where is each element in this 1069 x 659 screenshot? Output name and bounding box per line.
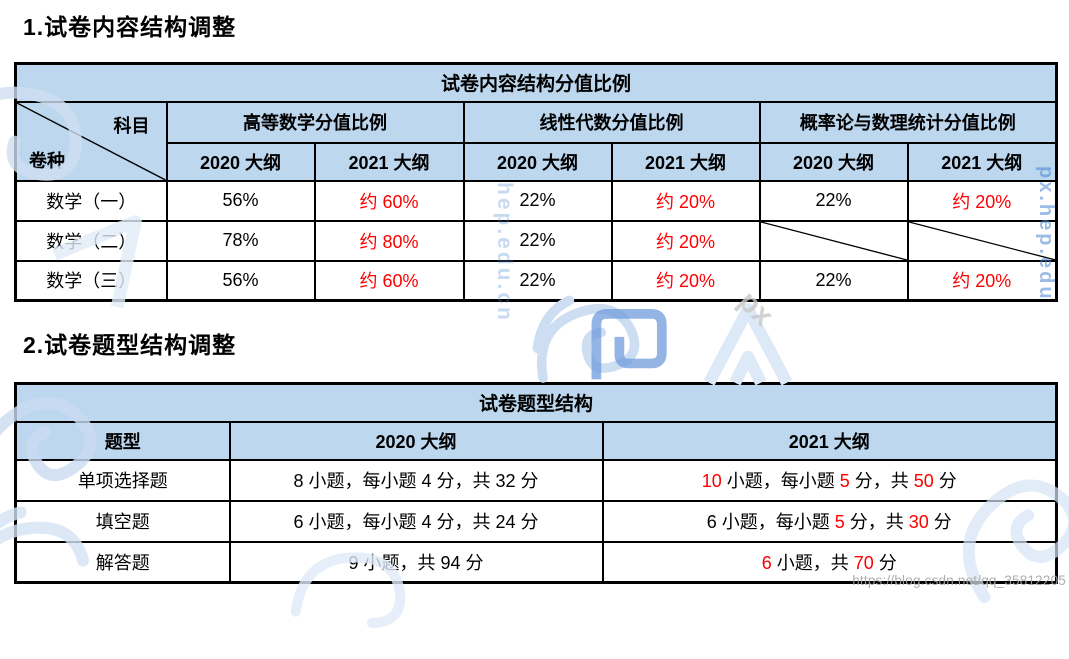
table-row: 数学（三） 56% 约 60% 22% 约 20% 22% 约 20% — [14, 259, 1058, 302]
value-cell: 22% — [758, 179, 909, 222]
header-2021: 2021 大纲 — [601, 420, 1058, 461]
row-label: 解答题 — [14, 540, 231, 584]
watermark-chevron-icon — [703, 303, 793, 386]
corner-label-subject: 科目 — [113, 115, 150, 136]
row-label: 数学（一） — [14, 179, 168, 222]
row-label: 填空题 — [14, 499, 231, 543]
text-segment: 分 — [873, 552, 897, 573]
value-cell-highlight: 约 20% — [906, 179, 1058, 222]
highlight-number: 70 — [853, 552, 874, 573]
not-applicable-cell — [906, 219, 1058, 262]
row-label: 数学（二） — [14, 219, 168, 262]
question-type-table: 试卷题型结构 题型 2020 大纲 2021 大纲 单项选择题 8 小题，每小题… — [14, 382, 1059, 584]
section2-heading: 2.试卷题型结构调整 — [23, 332, 237, 358]
content-structure-table: 试卷内容结构分值比例 科目 卷种 高等数学分值比例 线性代数分值比例 概率论与数… — [14, 62, 1059, 302]
text-segment: 分 — [933, 471, 957, 491]
value-cell: 56% — [165, 259, 316, 302]
value-cell-highlight: 约 20% — [610, 219, 761, 262]
highlight-number: 5 — [839, 471, 850, 491]
highlight-number: 50 — [913, 471, 934, 491]
value-cell: 22% — [462, 179, 613, 222]
group-header-linear-algebra: 线性代数分值比例 — [462, 100, 761, 144]
watermark-spiral-icon — [591, 309, 667, 380]
text-segment: 6 小题，每小题 — [706, 512, 835, 532]
corner-label-paper: 卷种 — [29, 150, 65, 171]
document-page: { "page": { "heading1": "1.试卷内容结构调整", "h… — [0, 14, 1069, 629]
row-label: 数学（三） — [14, 259, 168, 302]
subheader-2020: 2020 大纲 — [462, 141, 613, 182]
subheader-2021: 2021 大纲 — [906, 141, 1058, 182]
text-segment: 分，共 — [844, 512, 909, 532]
subheader-2021: 2021 大纲 — [610, 141, 761, 182]
value-cell-highlight: 约 20% — [906, 259, 1058, 302]
table-row: 数学（二） 78% 约 80% 22% 约 20% — [14, 219, 1058, 262]
table2-title: 试卷题型结构 — [14, 382, 1058, 423]
group-header-advanced-math: 高等数学分值比例 — [165, 100, 465, 144]
not-applicable-cell — [758, 219, 909, 262]
section1-heading: 1.试卷内容结构调整 — [23, 14, 237, 40]
value-cell-highlight: 约 60% — [313, 179, 465, 222]
table-row: 单项选择题 8 小题，每小题 4 分，共 32 分 10 小题，每小题 5 分，… — [14, 458, 1058, 502]
value-cell-highlight: 约 80% — [313, 219, 465, 262]
value-cell: 78% — [165, 219, 316, 262]
value-cell-mixed: 6 小题，每小题 5 分，共 30 分 — [601, 499, 1058, 543]
diagonal-line-icon — [761, 222, 907, 260]
value-cell-highlight: 约 60% — [313, 259, 465, 302]
table1-title: 试卷内容结构分值比例 — [14, 62, 1058, 103]
row-label: 单项选择题 — [14, 458, 231, 502]
value-cell: 6 小题，每小题 4 分，共 24 分 — [228, 499, 604, 543]
csdn-watermark-url: https://blog.csdn.net/qq_35812205 — [852, 573, 1066, 588]
diagonal-line-icon — [909, 222, 1056, 260]
table1-corner-cell: 科目 卷种 — [14, 100, 168, 182]
value-cell-mixed: 10 小题，每小题 5 分，共 50 分 — [601, 458, 1058, 502]
value-cell: 8 小题，每小题 4 分，共 32 分 — [228, 458, 604, 502]
highlight-number: 10 — [701, 471, 722, 491]
highlight-number: 30 — [908, 512, 929, 532]
value-cell: 56% — [165, 179, 316, 222]
text-segment: 分 — [928, 512, 952, 532]
header-2020: 2020 大纲 — [228, 420, 604, 461]
text-segment: 小题，共 — [771, 552, 854, 573]
table-row: 填空题 6 小题，每小题 4 分，共 24 分 6 小题，每小题 5 分，共 3… — [14, 499, 1058, 543]
value-cell: 22% — [462, 219, 613, 262]
table-row: 数学（一） 56% 约 60% 22% 约 20% 22% 约 20% — [14, 179, 1058, 222]
highlight-number: 5 — [834, 512, 845, 532]
subheader-2021: 2021 大纲 — [313, 141, 465, 182]
group-header-probability: 概率论与数理统计分值比例 — [758, 100, 1058, 144]
subheader-2020: 2020 大纲 — [758, 141, 909, 182]
header-question-type: 题型 — [14, 420, 231, 461]
value-cell: 9 小题，共 94 分 — [228, 540, 604, 584]
value-cell: 22% — [758, 259, 909, 302]
text-segment: 分，共 — [849, 471, 914, 491]
value-cell: 22% — [462, 259, 613, 302]
value-cell-highlight: 约 20% — [610, 179, 761, 222]
highlight-number: 6 — [761, 552, 772, 573]
text-segment: 小题，每小题 — [721, 471, 840, 491]
value-cell-highlight: 约 20% — [610, 259, 761, 302]
subheader-2020: 2020 大纲 — [165, 141, 316, 182]
